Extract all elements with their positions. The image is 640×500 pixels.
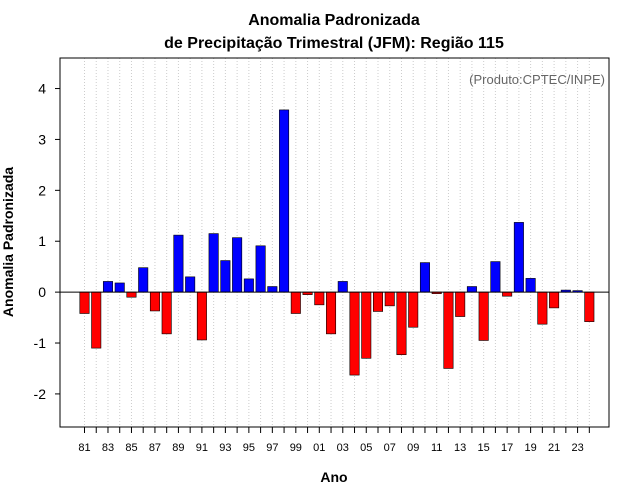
x-tick-label: 83 [102, 442, 114, 454]
bar-98 [279, 109, 290, 293]
bar-13 [455, 291, 466, 317]
grid-lines [84, 58, 590, 427]
x-tick-label: 93 [219, 442, 231, 454]
bar-84 [114, 282, 125, 293]
bar-83 [102, 281, 113, 293]
x-tick-label: 85 [125, 442, 137, 454]
bar-07 [384, 291, 395, 307]
bar-05 [361, 291, 372, 359]
plot-frame [59, 57, 610, 428]
x-tick-label: 23 [571, 442, 583, 454]
x-tick-label: 07 [384, 442, 396, 454]
bar-03 [337, 281, 348, 293]
x-tick-label: 15 [478, 442, 490, 454]
bar-06 [372, 291, 383, 312]
bar-81 [79, 291, 90, 314]
bar-02 [326, 291, 337, 335]
x-tick-label: 95 [243, 442, 255, 454]
bar-82 [91, 291, 102, 349]
y-axis: -2 -1 0 1 2 3 4 [34, 81, 60, 402]
bar-99 [290, 291, 301, 314]
x-tick-label: 13 [454, 442, 466, 454]
bar-86 [138, 267, 149, 293]
x-tick-label: 21 [548, 442, 560, 454]
y-tick-label: 3 [38, 131, 46, 147]
x-tick-label: 87 [149, 442, 161, 454]
bar-04 [349, 291, 360, 376]
x-tick-label: 91 [196, 442, 208, 454]
bar-15 [478, 291, 489, 341]
bar-01 [314, 291, 325, 306]
x-tick-label: 89 [172, 442, 184, 454]
chart-title: Anomalia Padronizada [248, 12, 420, 29]
bar-12 [443, 291, 454, 369]
bar-85 [126, 291, 137, 298]
chart-subtitle: de Precipitação Trimestral (JFM): Região… [164, 35, 504, 52]
x-tick-label: 01 [313, 442, 325, 454]
x-tick-label: 97 [266, 442, 278, 454]
source-annotation: (Produto:CPTEC/INPE) [469, 72, 605, 87]
x-tick-label: 17 [501, 442, 513, 454]
x-axis: 81 83 85 87 89 91 93 95 97 99 01 03 05 07 09 11 13 15 17 19… [78, 427, 590, 454]
x-tick-label: 03 [337, 442, 349, 454]
bar-18 [513, 222, 524, 293]
y-tick-label: 2 [38, 182, 46, 198]
x-tick-label: 05 [360, 442, 372, 454]
bar-93 [220, 260, 231, 293]
bar-89 [173, 234, 184, 293]
bar-95 [243, 278, 254, 293]
bar-96 [255, 245, 266, 293]
x-tick-label: 99 [290, 442, 302, 454]
bar-09 [408, 291, 419, 328]
y-tick-label: 4 [38, 81, 46, 97]
y-tick-label: 0 [38, 284, 46, 300]
bar-88 [161, 291, 172, 335]
x-tick-label: 09 [407, 442, 419, 454]
x-axis-label: Ano [320, 469, 347, 485]
y-tick-label: 1 [38, 233, 46, 249]
bar-24 [584, 291, 595, 322]
bars [79, 109, 595, 376]
y-tick-label: -2 [34, 386, 47, 402]
bar-97 [267, 286, 278, 293]
bar-17 [502, 291, 513, 297]
bar-16 [490, 261, 501, 293]
bar-90 [185, 276, 196, 293]
bar-20 [537, 291, 548, 325]
bar-14 [466, 286, 477, 293]
bar-08 [396, 291, 407, 356]
bar-94 [232, 237, 243, 293]
bar-92 [208, 233, 219, 293]
bar-21 [549, 291, 560, 309]
x-tick-label: 81 [78, 442, 90, 454]
x-tick-label: 11 [431, 442, 442, 454]
bar-91 [196, 291, 207, 341]
y-axis-label: Anomalia Padronizada [0, 167, 16, 317]
y-tick-label: -1 [34, 335, 47, 351]
x-tick-label: 19 [524, 442, 536, 454]
bar-87 [149, 291, 160, 312]
bar-19 [525, 278, 536, 293]
bar-10 [419, 262, 430, 293]
